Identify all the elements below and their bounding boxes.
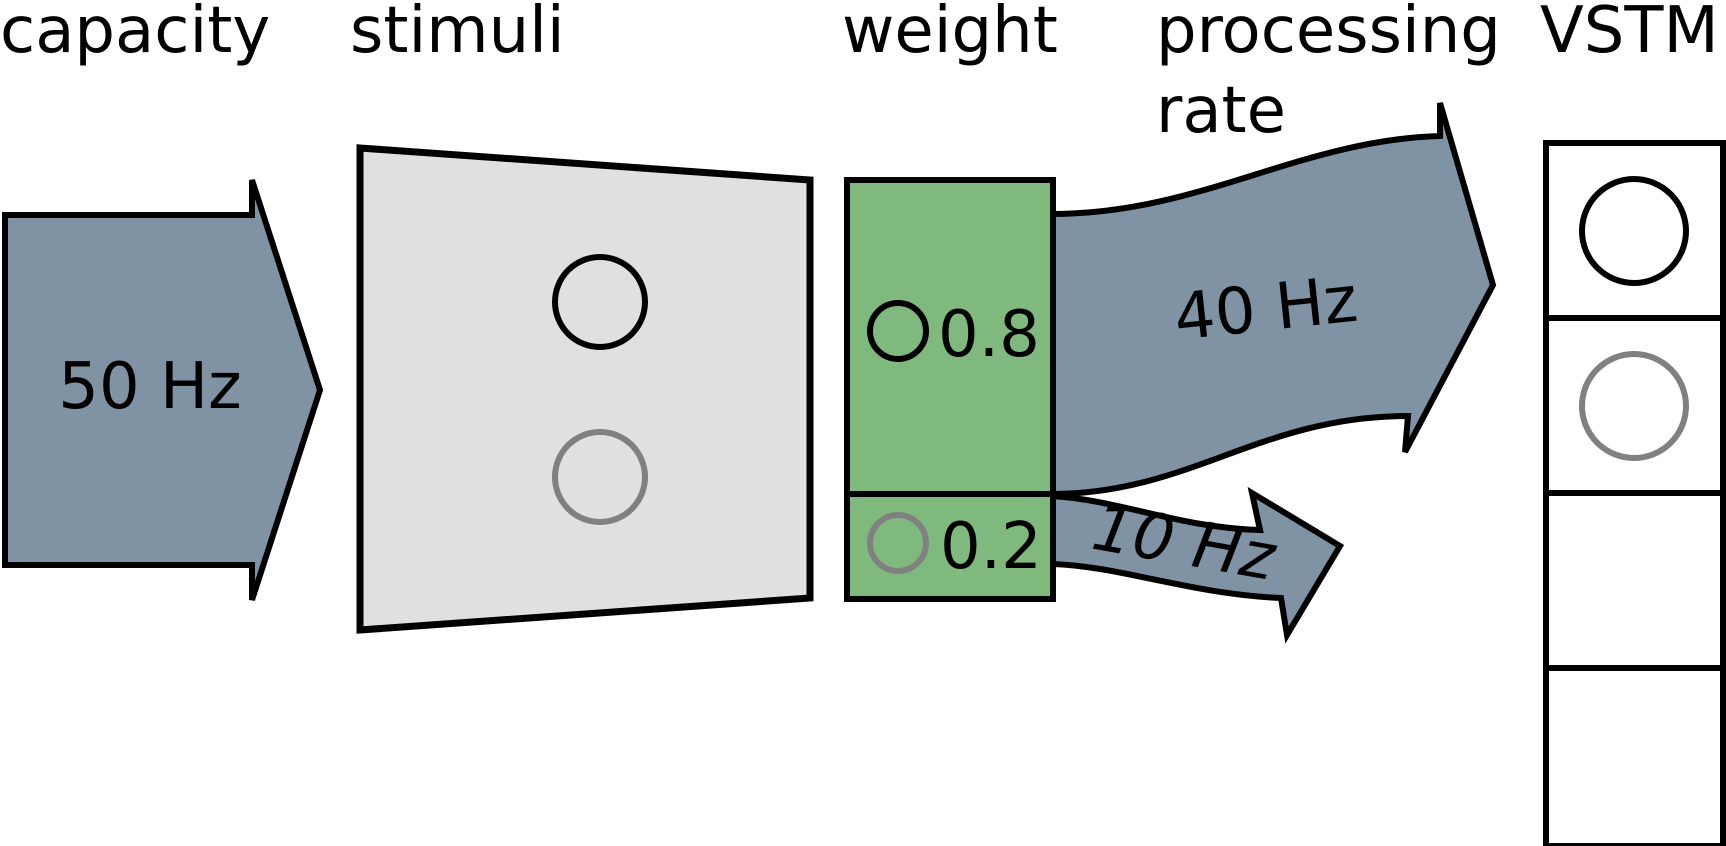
vstm-slot-1: [1543, 140, 1726, 321]
vstm-slot-4: [1543, 665, 1726, 846]
processing-rate-header-line1: processing: [1156, 0, 1501, 68]
vstm-slot-3: [1543, 490, 1726, 671]
processing-rate-header-line2: rate: [1156, 74, 1286, 148]
stimuli-header: stimuli: [350, 0, 565, 68]
stimulus-black: [552, 254, 648, 350]
weight-header: weight: [842, 0, 1058, 68]
stimulus-gray: [552, 429, 648, 525]
weight-box-high: [844, 177, 1056, 497]
capacity-value: 50 Hz: [58, 350, 242, 424]
weight-stimulus-black: [867, 300, 929, 362]
rate-arrow-low: [1049, 486, 1345, 644]
weight-value-high: 0.8: [938, 298, 1040, 372]
rate-arrow-high: [1049, 102, 1497, 498]
weight-value-low: 0.2: [940, 510, 1042, 584]
vstm-slot-2: [1543, 315, 1726, 496]
vstm-item-black: [1579, 176, 1689, 286]
vstm-header: VSTM: [1540, 0, 1719, 68]
stimuli-panel: [356, 144, 814, 634]
weight-box-low: [844, 491, 1056, 602]
capacity-arrow: [2, 179, 324, 601]
capacity-header: capacity: [0, 0, 270, 68]
vstm-item-gray: [1579, 351, 1689, 461]
weight-stimulus-gray: [867, 512, 929, 574]
